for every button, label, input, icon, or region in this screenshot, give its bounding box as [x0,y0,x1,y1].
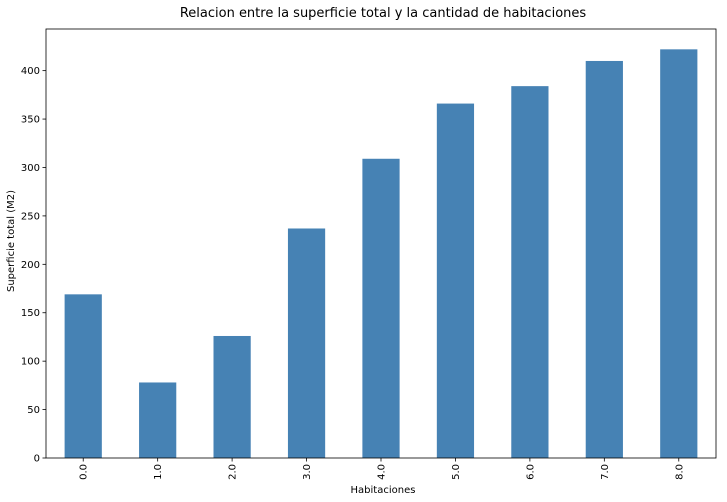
y-tick-label-100: 100 [21,357,40,368]
y-tick-label-150: 150 [21,308,40,319]
y-tick-label-200: 200 [21,260,40,271]
x-tick-label-6.0: 6.0 [525,464,536,480]
chart-title: Relacion entre la superficie total y la … [180,6,587,21]
y-tick-label-400: 400 [21,66,40,77]
y-tick-label-300: 300 [21,163,40,174]
x-tick-label-1.0: 1.0 [153,464,164,480]
bar-4.0 [362,158,400,458]
y-tick-label-0: 0 [34,454,40,465]
bar-2.0 [213,335,251,458]
bar-6.0 [511,86,549,458]
bar-7.0 [585,60,623,459]
x-tick-label-0.0: 0.0 [79,464,90,480]
bar-8.0 [660,49,698,459]
x-tick-label-2.0: 2.0 [228,464,239,480]
y-tick-label-250: 250 [21,211,40,222]
bar-5.0 [436,103,475,458]
y-tick-label-350: 350 [21,115,40,126]
plot-area: 0 50 100 150 200 250 300 350 400 0.0 1.0 2.0 3.0 4.0 5… [21,28,717,480]
x-tick-label-8.0: 8.0 [674,464,685,480]
x-tick-label-3.0: 3.0 [302,464,313,480]
bar-3.0 [287,228,326,458]
bar-0.0 [64,294,102,458]
y-tick-label-50: 50 [27,405,40,416]
x-tick-label-7.0: 7.0 [600,464,611,480]
y-axis-label: Superficie total (M2) [6,190,17,292]
x-tick-label-5.0: 5.0 [451,464,462,480]
bar-1.0 [139,382,177,458]
x-tick-label-4.0: 4.0 [377,464,388,480]
x-axis-label: Habitaciones [351,485,416,496]
